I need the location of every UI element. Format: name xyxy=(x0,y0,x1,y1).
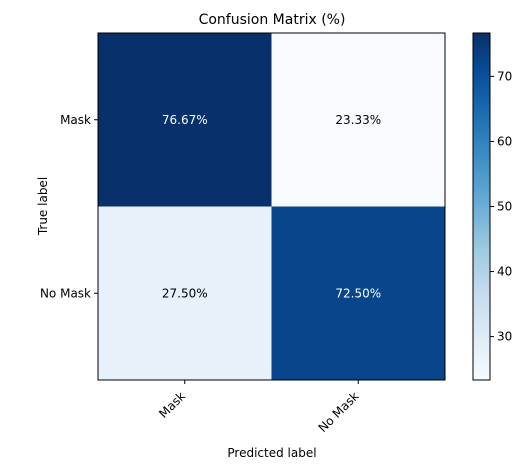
colorbar xyxy=(472,32,491,381)
x-tick-label: No Mask xyxy=(316,389,362,435)
colorbar-ticks: 30 40 50 60 70 xyxy=(490,69,512,344)
y-axis-label: True label xyxy=(36,177,50,236)
colorbar-tick-label: 60 xyxy=(497,134,512,148)
heatmap-cell xyxy=(98,206,272,381)
cell-value-label: 72.50% xyxy=(335,286,381,300)
cell-value-label: 76.67% xyxy=(162,113,208,127)
heatmap-frame xyxy=(97,32,446,381)
x-axis-label: Predicted label xyxy=(227,446,316,460)
heatmap-cell xyxy=(271,33,446,207)
y-tick-label: No Mask xyxy=(40,286,91,300)
colorbar-tick-label: 50 xyxy=(497,200,512,214)
colorbar-tick-label: 30 xyxy=(497,330,512,344)
colorbar-tick-label: 40 xyxy=(497,265,512,279)
heatmap-cell xyxy=(271,206,446,381)
y-axis-ticks: Mask No Mask xyxy=(40,113,98,300)
heatmap-cell xyxy=(98,33,272,207)
chart-title: Confusion Matrix (%) xyxy=(199,12,346,28)
heatmap-cell-labels: 76.67% 23.33% 27.50% 72.50% xyxy=(162,113,381,301)
colorbar-tick-label: 70 xyxy=(497,69,512,83)
x-axis-ticks: Mask No Mask xyxy=(156,380,362,435)
cell-value-label: 27.50% xyxy=(162,286,208,300)
heatmap-cells xyxy=(98,33,446,381)
cell-value-label: 23.33% xyxy=(335,113,381,127)
x-tick-label: Mask xyxy=(156,389,188,421)
y-tick-label: Mask xyxy=(60,113,91,127)
